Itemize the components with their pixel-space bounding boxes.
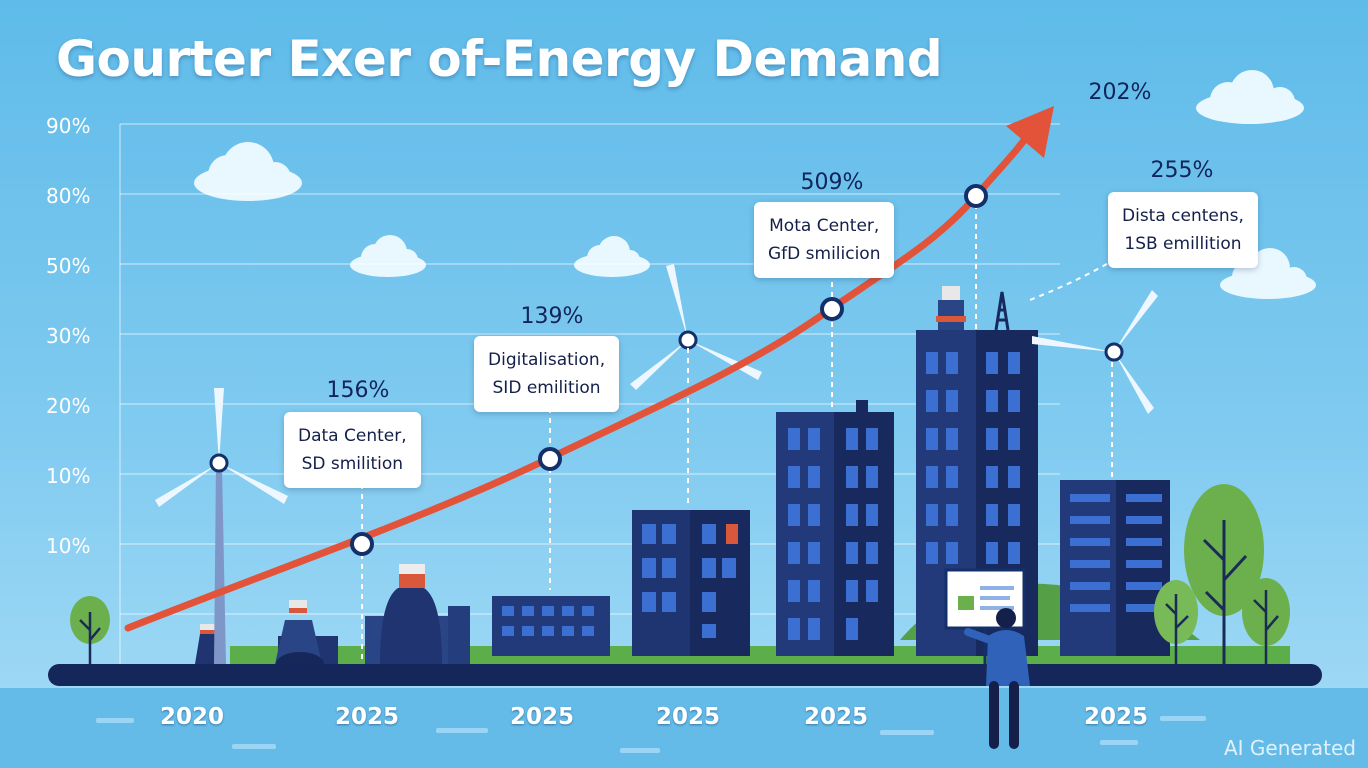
presenter — [944, 568, 1030, 749]
y-tick-label: 90% — [46, 114, 91, 138]
x-tick-label: 2025 — [334, 704, 399, 730]
callout-line: SID emilition — [492, 378, 601, 398]
x-tick-label: 2020 — [159, 704, 224, 730]
chart-title: Gourter Exer of-Energy Demand — [56, 30, 943, 88]
wind-turbine — [1032, 290, 1158, 414]
data-point — [964, 184, 988, 208]
callout-line: Mota Center, — [769, 216, 880, 236]
building-right — [1060, 480, 1170, 656]
data-point — [538, 447, 562, 471]
data-markers — [350, 184, 988, 556]
cloud — [1220, 248, 1316, 299]
callout-line: Dista centens, — [1122, 206, 1244, 226]
data-point — [350, 532, 374, 556]
data-point — [820, 297, 844, 321]
callout-box: Data Center, SD smilition — [284, 412, 421, 488]
y-tick-label: 20% — [46, 394, 91, 418]
cloud — [574, 236, 650, 277]
cloud — [194, 142, 302, 201]
callout-box: Digitalisation, SID emilition — [474, 336, 620, 412]
x-tick-label: 2025 — [509, 704, 574, 730]
cloud — [350, 235, 426, 277]
tree — [1242, 578, 1290, 664]
callout-line: GfD smilicion — [768, 244, 881, 264]
y-tick-label: 10% — [46, 464, 91, 488]
wind-turbines — [155, 264, 1158, 664]
tree — [1184, 484, 1264, 664]
cloud — [1196, 70, 1304, 124]
trees — [70, 484, 1290, 664]
wind-turbine — [155, 388, 288, 664]
power-plant — [365, 564, 470, 664]
callout-line: 1SB emillition — [1124, 234, 1242, 254]
city-buildings — [195, 286, 1170, 676]
data-label: 255% — [1150, 158, 1214, 183]
trend-arrowhead — [1006, 106, 1054, 158]
data-label: 156% — [326, 378, 390, 403]
data-label: 202% — [1088, 80, 1152, 105]
tree — [1154, 580, 1198, 664]
x-tick-label: 2025 — [1083, 704, 1148, 730]
callout-line: Digitalisation, — [488, 350, 606, 370]
y-tick-label: 50% — [46, 254, 91, 278]
watermark: AI Generated — [1223, 736, 1356, 760]
clouds — [194, 70, 1316, 299]
y-tick-label: 10% — [46, 534, 91, 558]
tree — [70, 596, 110, 664]
building-low — [492, 596, 610, 656]
x-tick-label: 2025 — [655, 704, 720, 730]
building-tall — [776, 400, 894, 656]
x-tick-label: 2025 — [803, 704, 868, 730]
y-tick-label: 80% — [46, 184, 91, 208]
callout-line: SD smilition — [301, 454, 404, 474]
wind-turbine — [630, 264, 762, 390]
callout-box: Mota Center, GfD smilicion — [754, 202, 895, 278]
building-mid — [632, 510, 750, 656]
data-label: 139% — [520, 304, 584, 329]
callout-box: Dista centens, 1SB emillition — [1108, 192, 1258, 268]
leader-lines — [361, 204, 1113, 664]
callout-line: Data Center, — [298, 426, 407, 446]
y-tick-label: 30% — [46, 324, 91, 348]
data-label: 509% — [800, 170, 864, 195]
